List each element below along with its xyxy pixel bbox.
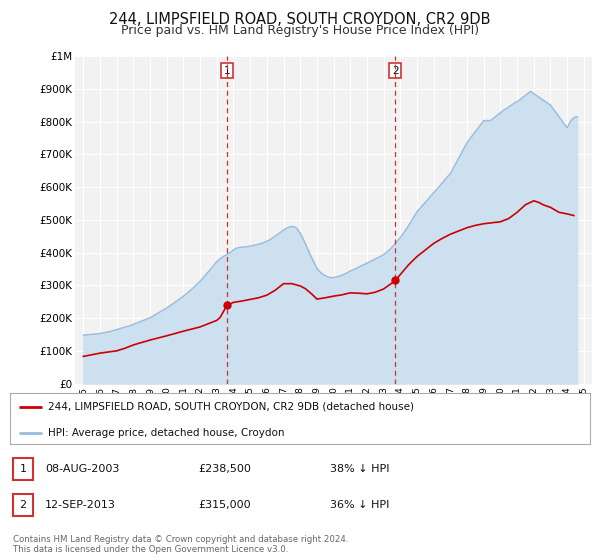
Text: 08-AUG-2003: 08-AUG-2003	[45, 464, 119, 474]
Text: 244, LIMPSFIELD ROAD, SOUTH CROYDON, CR2 9DB (detached house): 244, LIMPSFIELD ROAD, SOUTH CROYDON, CR2…	[48, 402, 414, 412]
Text: Contains HM Land Registry data © Crown copyright and database right 2024.
This d: Contains HM Land Registry data © Crown c…	[13, 535, 349, 554]
Text: 244, LIMPSFIELD ROAD, SOUTH CROYDON, CR2 9DB: 244, LIMPSFIELD ROAD, SOUTH CROYDON, CR2…	[109, 12, 491, 27]
Text: £238,500: £238,500	[198, 464, 251, 474]
Text: 1: 1	[20, 464, 26, 474]
Text: 12-SEP-2013: 12-SEP-2013	[45, 500, 116, 510]
Text: Price paid vs. HM Land Registry's House Price Index (HPI): Price paid vs. HM Land Registry's House …	[121, 24, 479, 36]
Text: 1: 1	[224, 66, 230, 76]
Text: 36% ↓ HPI: 36% ↓ HPI	[330, 500, 389, 510]
Text: HPI: Average price, detached house, Croydon: HPI: Average price, detached house, Croy…	[48, 428, 284, 438]
Text: £315,000: £315,000	[198, 500, 251, 510]
Text: 2: 2	[20, 500, 26, 510]
Text: 38% ↓ HPI: 38% ↓ HPI	[330, 464, 389, 474]
Text: 2: 2	[392, 66, 398, 76]
